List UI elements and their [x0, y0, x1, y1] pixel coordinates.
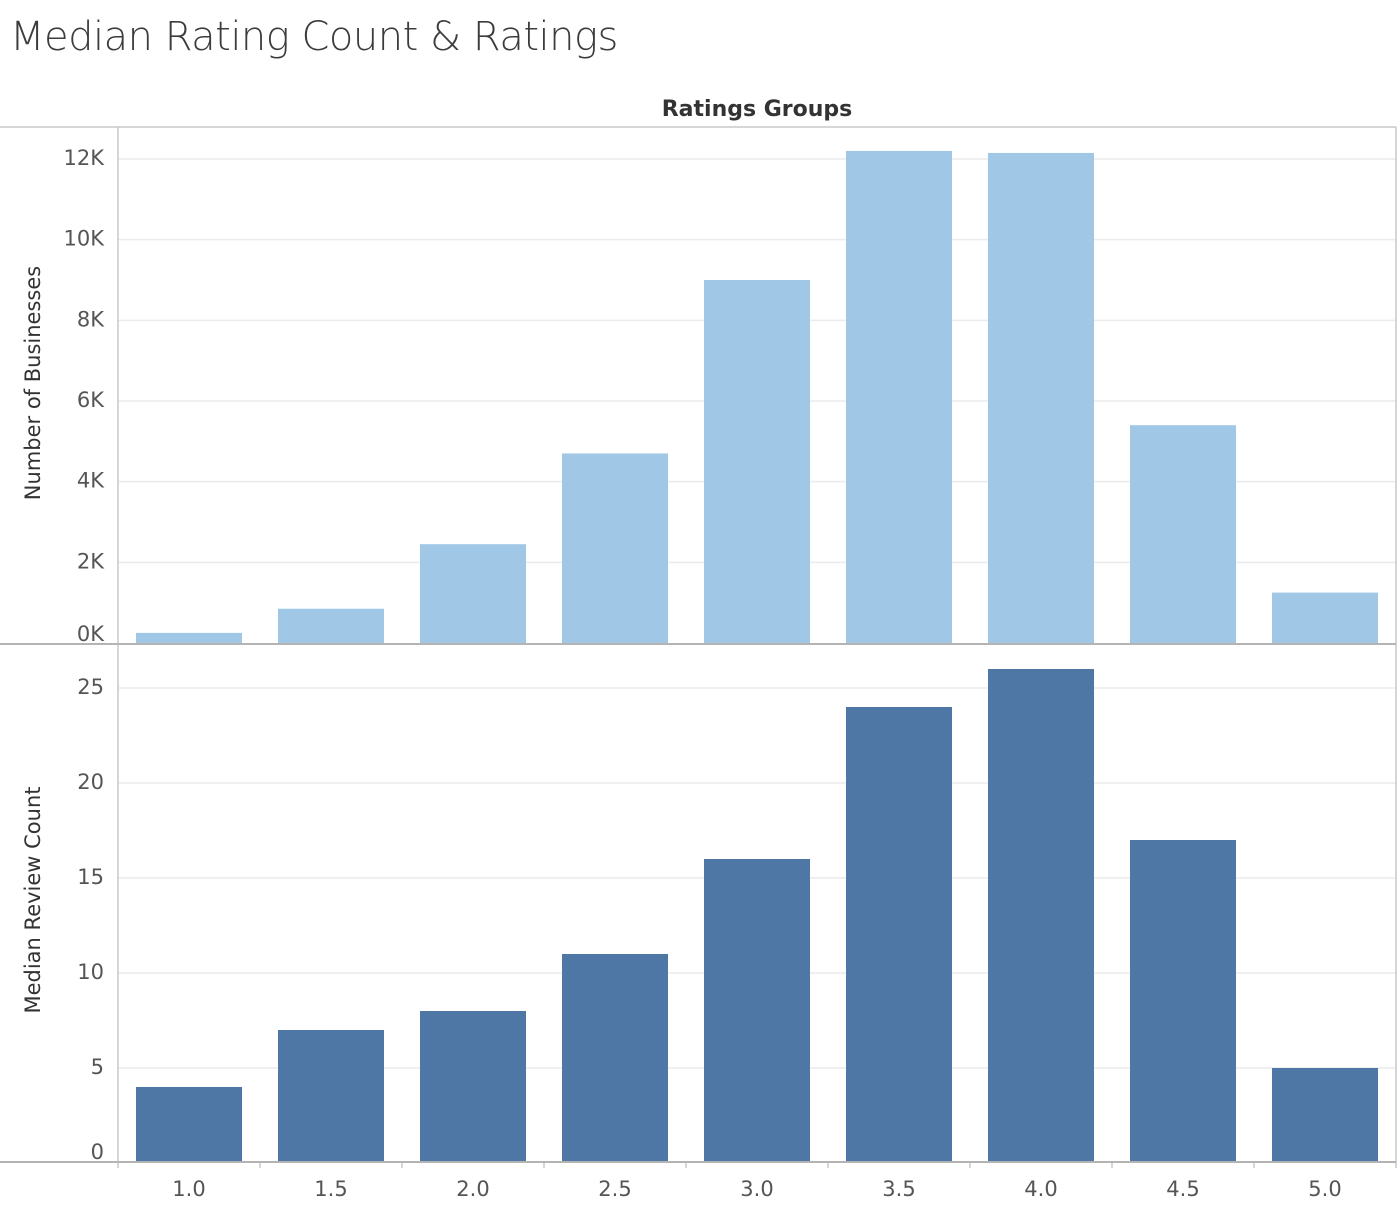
- bar-3.5: [846, 707, 952, 1161]
- y-tick-label: 2K: [77, 549, 105, 573]
- bar-5.0: [1272, 592, 1378, 643]
- bar-2.0: [420, 1011, 526, 1161]
- x-tick-label: 3.0: [740, 1177, 773, 1201]
- y-tick-label: 6K: [77, 388, 105, 412]
- bar-3.5: [846, 150, 952, 643]
- y-tick-label: 0K: [77, 622, 105, 646]
- chart-frame: [0, 126, 1397, 1163]
- y-axis-label: Number of Businesses: [21, 266, 45, 500]
- x-tick-label: 4.5: [1166, 1177, 1199, 1201]
- bar-3.0: [704, 280, 810, 643]
- x-tick-label: 4.0: [1024, 1177, 1057, 1201]
- bar-5.0: [1272, 1068, 1378, 1161]
- panel-median-review-count: 0 5 10 15 20 25 Median Review Count: [21, 669, 1396, 1164]
- y-tick-label: 10K: [64, 227, 106, 251]
- bar-1.0: [136, 632, 242, 643]
- bar-2.5: [562, 453, 668, 643]
- bar-4.0: [988, 152, 1094, 643]
- x-tick-label: 5.0: [1308, 1177, 1341, 1201]
- bar-2.0: [420, 544, 526, 643]
- bar-4.0: [988, 669, 1094, 1161]
- bar-1.5: [278, 1030, 384, 1161]
- bar-4.5: [1130, 840, 1236, 1161]
- x-tick-label: 1.0: [172, 1177, 205, 1201]
- y-tick-label: 25: [77, 675, 104, 699]
- x-axis: 1.0 1.5 2.0 2.5 3.0 3.5 4.0 4.5 5.0: [117, 1163, 1397, 1201]
- page-title: Median Rating Count & Ratings: [10, 14, 618, 60]
- y-tick-label: 15: [77, 865, 104, 889]
- y-tick-label: 5: [91, 1055, 104, 1079]
- x-tick-label: 2.0: [456, 1177, 489, 1201]
- y-tick-label: 4K: [77, 469, 105, 493]
- bar-2.5: [562, 954, 668, 1161]
- bar-1.5: [278, 608, 384, 643]
- y-tick-label: 10: [77, 960, 104, 984]
- y-tick-label: 0: [91, 1140, 104, 1164]
- x-tick-label: 2.5: [598, 1177, 631, 1201]
- y-tick-label: 8K: [77, 307, 105, 331]
- y-tick-label: 12K: [64, 146, 106, 170]
- panel-number-of-businesses: 0K 2K 4K 6K 8K 10K 12K Number of Businesses: [21, 146, 1396, 646]
- y-axis-label: Median Review Count: [21, 786, 45, 1013]
- x-tick-label: 3.5: [882, 1177, 915, 1201]
- x-tick-label: 1.5: [314, 1177, 347, 1201]
- column-header: Ratings Groups: [662, 97, 853, 122]
- bar-3.0: [704, 859, 810, 1161]
- y-tick-label: 20: [77, 770, 104, 794]
- bar-1.0: [136, 1087, 242, 1161]
- bar-4.5: [1130, 425, 1236, 643]
